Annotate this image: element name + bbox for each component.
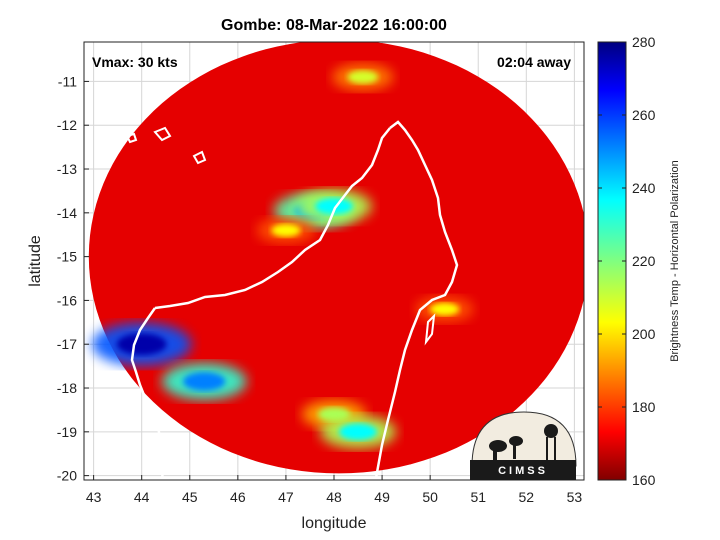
island-comoros-3 [192, 150, 207, 165]
colorbar-tick-label: 180 [632, 399, 656, 415]
x-tick-label: 43 [86, 489, 102, 505]
colorbar [597, 41, 627, 481]
x-tick-label: 50 [422, 489, 438, 505]
colorbar-tick-label: 220 [632, 253, 656, 269]
colorbar-tick-label: 160 [632, 472, 656, 488]
cell-southwest [182, 372, 226, 391]
y-tick-label: -11 [58, 73, 77, 89]
x-axis-label: longitude [302, 515, 367, 532]
x-tick-label: 46 [230, 489, 246, 505]
y-tick-label: -14 [57, 205, 77, 221]
coastline-mozambique [130, 307, 167, 479]
spiral-band [271, 223, 301, 237]
y-tick-label: -12 [57, 117, 77, 133]
x-tick-label: 45 [182, 489, 198, 505]
x-tick-label: 44 [134, 489, 150, 505]
time-away-annotation: 02:04 away [497, 54, 571, 70]
y-axis-ticks: -11 -12 -13 -14 -15 -16 -17 -18 -19 -20 [57, 73, 89, 484]
coastline-bay [154, 127, 391, 310]
y-tick-label: -15 [57, 249, 77, 265]
logo-text: CIMSS [498, 465, 548, 477]
colorbar-tick-label: 260 [632, 107, 656, 123]
storm-band-east [315, 197, 353, 215]
y-axis-label: latitude [27, 235, 44, 287]
colorbar-ticks: 280 260 240 220 200 180 160 [598, 34, 656, 488]
y-tick-label: -19 [57, 424, 77, 440]
colorbar-tick-label: 240 [632, 180, 656, 196]
x-tick-label: 47 [278, 489, 294, 505]
x-tick-label: 53 [567, 489, 583, 505]
brightness-features [91, 63, 474, 449]
vmax-annotation: Vmax: 30 kts [92, 54, 178, 70]
chart-title: Gombe: 08-Mar-2022 16:00:00 [221, 17, 447, 34]
x-axis-ticks: 43 44 45 46 47 48 49 50 51 52 53 [86, 475, 583, 505]
x-tick-label: 49 [374, 489, 390, 505]
cell-southeast [339, 423, 378, 441]
y-tick-label: -17 [57, 336, 77, 352]
y-tick-label: -18 [57, 380, 77, 396]
y-tick-label: -16 [57, 292, 77, 308]
coastline-madagascar [374, 120, 459, 479]
y-tick-label: -13 [57, 161, 77, 177]
colorbar-tick-label: 200 [632, 326, 656, 342]
x-tick-label: 52 [519, 489, 535, 505]
x-tick-label: 48 [326, 489, 342, 505]
x-tick-label: 51 [470, 489, 486, 505]
colorbar-tick-label: 280 [632, 34, 656, 50]
cimss-logo: CIMSS [470, 411, 577, 480]
island-comoros-4 [125, 132, 138, 144]
cell-east [429, 302, 460, 316]
island-east [424, 313, 436, 346]
island-comoros-1 [106, 94, 124, 120]
y-tick-label: -20 [57, 468, 77, 484]
colorbar-label: Brightness Temp - Horizontal Polarizatio… [669, 160, 681, 362]
cell-west-coast [116, 333, 167, 356]
island-comoros-2 [153, 126, 172, 142]
cell-north [347, 70, 379, 84]
